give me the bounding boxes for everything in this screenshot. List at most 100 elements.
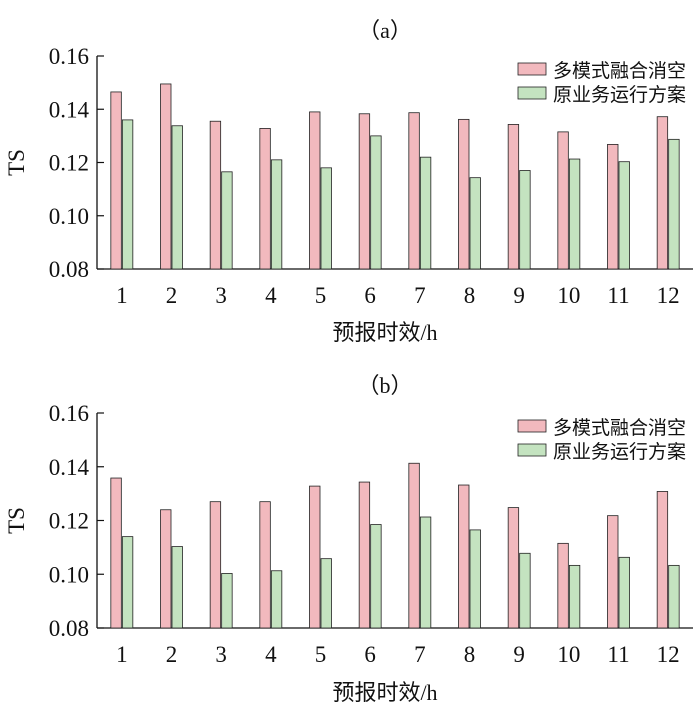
x-tick-label: 4 [265,642,277,667]
x-tick-label: 2 [166,283,178,308]
x-tick-label: 4 [265,283,277,308]
bar-series-1-h6 [358,113,371,270]
bar-series-1-h5 [309,111,321,270]
y-tick-label: 0.14 [49,455,90,480]
bar-series-2-h7 [419,516,432,629]
bar-series-2-h9 [519,552,531,629]
x-tick-label: 2 [166,642,178,667]
chart-title: （b） [357,373,412,398]
x-tick-label: 12 [657,283,680,308]
bar-series-2-h1 [121,119,134,270]
bar-series-2-h11 [618,556,630,629]
bar-series-1-h2 [160,509,172,629]
x-tick-label: 6 [364,283,376,308]
bar-series-1-h7 [408,112,420,270]
bar-series-2-h10 [568,564,581,629]
bar-series-2-h5 [320,167,332,270]
bar-series-2-h3 [221,573,233,629]
x-tick-label: 10 [557,642,580,667]
bar-series-1-h4 [259,128,271,270]
bar-series-2-h1 [121,536,134,629]
bar-series-1-h1 [110,477,122,629]
x-tick-label: 10 [557,283,580,308]
bar-series-2-h3 [221,171,233,270]
bar-series-1-h9 [507,124,520,270]
legend-swatch-series-2 [517,86,547,100]
legend-label-series-2: 原业务运行方案 [553,84,686,106]
x-tick-label: 3 [215,642,227,667]
bar-series-1-h12 [656,116,669,270]
bar-series-2-h8 [469,529,481,629]
legend-label-series-1: 多模式融合消空 [553,417,686,439]
y-tick-label: 0.16 [49,44,89,69]
x-tick-label: 11 [607,642,629,667]
x-axis-label: 预报时效/h [332,680,437,705]
bar-series-2-h5 [320,558,332,629]
bar-series-2-h2 [171,125,183,270]
legend-swatch-series-1 [517,62,547,76]
y-tick-label: 0.10 [49,562,89,587]
y-axis-label: TS [4,507,29,534]
y-tick-label: 0.12 [49,151,89,176]
bar-series-1-h3 [209,120,222,270]
bar-series-2-h6 [370,135,382,270]
y-tick-label: 0.08 [49,257,89,282]
bar-series-1-h10 [557,542,569,629]
bar-series-1-h7 [408,462,420,629]
x-tick-label: 7 [414,642,426,667]
bar-series-1-h9 [507,507,520,629]
x-tick-label: 1 [116,642,128,667]
x-tick-label: 6 [364,642,376,667]
y-tick-label: 0.08 [49,616,89,641]
bar-series-1-h12 [656,491,669,629]
bar-series-1-h1 [110,91,122,270]
bar-series-2-h4 [270,570,283,629]
y-tick-label: 0.16 [49,401,89,426]
y-axis-label: TS [4,149,29,176]
bar-series-2-h12 [668,138,680,270]
bar-series-1-h6 [358,481,371,629]
x-tick-label: 3 [215,283,227,308]
x-tick-label: 5 [315,283,327,308]
bar-series-1-h2 [160,83,172,270]
x-tick-label: 8 [464,642,476,667]
bar-series-1-h4 [259,501,271,629]
x-tick-label: 7 [414,283,426,308]
legend-swatch-series-1 [517,419,547,433]
bar-series-2-h12 [668,564,680,629]
legend-label-series-1: 多模式融合消空 [553,60,686,82]
legend-swatch-series-2 [517,443,547,457]
y-tick-label: 0.12 [49,509,89,534]
bar-series-2-h8 [469,177,481,270]
bar-series-2-h11 [618,161,630,270]
bar-series-1-h10 [557,131,569,270]
x-tick-label: 5 [315,642,327,667]
x-tick-label: 9 [513,283,525,308]
x-tick-label: 8 [464,283,476,308]
bar-series-1-h8 [458,118,470,270]
bar-series-1-h11 [607,515,619,629]
bar-series-2-h4 [270,159,283,270]
legend-label-series-2: 原业务运行方案 [553,441,686,463]
bar-series-2-h9 [519,170,531,270]
y-tick-label: 0.14 [49,97,90,122]
bar-series-2-h2 [171,546,183,629]
bar-series-1-h3 [209,501,222,629]
x-tick-label: 9 [513,642,525,667]
x-tick-label: 11 [607,283,629,308]
x-tick-label: 12 [657,642,680,667]
bar-series-2-h7 [419,156,432,270]
bar-series-1-h5 [309,485,321,629]
chart-title: （a） [358,18,412,43]
y-tick-label: 0.10 [49,204,89,229]
x-tick-label: 1 [116,283,128,308]
bar-series-2-h6 [370,524,382,629]
bar-series-2-h10 [568,158,581,270]
x-axis-label: 预报时效/h [332,320,437,345]
bar-series-1-h8 [458,484,470,629]
